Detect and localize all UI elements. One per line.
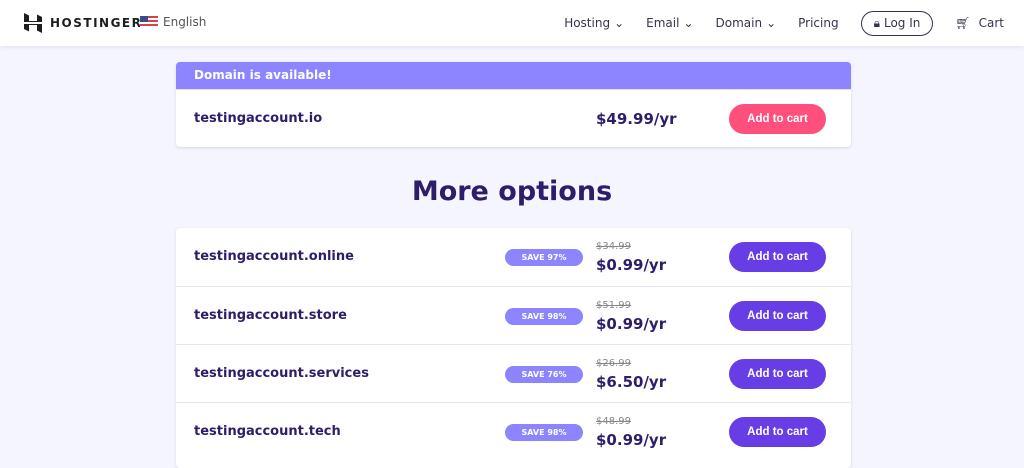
nav-label: Hosting: [564, 16, 611, 30]
save-badge: SAVE 76%: [505, 366, 583, 383]
chevron-down-icon: ⌄: [766, 16, 777, 30]
more-options-title: More options: [411, 176, 613, 207]
chevron-down-icon: ⌄: [614, 16, 625, 30]
domain-price: $0.99/yr: [596, 431, 667, 449]
chevron-down-icon: ⌄: [683, 16, 694, 30]
us-flag-icon: [140, 16, 158, 28]
available-domain-card: Domain is available! testingaccount.io $…: [176, 62, 851, 147]
add-to-cart-button[interactable]: Add to cart: [729, 242, 826, 272]
add-to-cart-button[interactable]: Add to cart: [729, 359, 826, 389]
save-badge: SAVE 98%: [505, 308, 583, 325]
old-price: $26.99: [596, 358, 631, 369]
language-selector[interactable]: English: [140, 15, 206, 29]
cart-icon: 🛒︎: [955, 16, 971, 30]
hostinger-logo[interactable]: HOSTINGER: [24, 13, 142, 33]
nav-label: Pricing: [798, 16, 839, 30]
nav-label: Email: [646, 16, 680, 30]
more-options-list: testingaccount.online SAVE 97% $34.99 $0…: [176, 228, 851, 468]
list-item: testingaccount.tech SAVE 98% $48.99 $0.9…: [176, 402, 851, 460]
domain-name: testingaccount.io: [194, 111, 323, 126]
domain-price: $6.50/yr: [596, 373, 667, 391]
old-price: $51.99: [596, 300, 631, 311]
nav-label: Domain: [715, 16, 763, 30]
domain-name: testingaccount.tech: [194, 424, 341, 439]
brand-name: HOSTINGER: [50, 16, 143, 30]
lock-icon: 🔒︎: [873, 15, 880, 30]
language-label: English: [163, 15, 207, 29]
add-to-cart-button[interactable]: Add to cart: [729, 104, 826, 134]
save-badge: SAVE 98%: [505, 424, 583, 441]
cart-button[interactable]: 🛒︎ Cart: [955, 16, 1004, 30]
nav-domain[interactable]: Domain ⌄: [716, 16, 777, 30]
domain-name: testingaccount.online: [194, 249, 354, 264]
add-to-cart-button[interactable]: Add to cart: [729, 301, 826, 331]
nav-email[interactable]: Email ⌄: [646, 16, 693, 30]
availability-banner: Domain is available!: [176, 62, 851, 89]
hostinger-logo-icon: [24, 13, 42, 33]
cart-label: Cart: [978, 16, 1004, 30]
nav-hosting[interactable]: Hosting ⌄: [564, 16, 624, 30]
old-price: $34.99: [596, 241, 631, 252]
nav-pricing[interactable]: Pricing: [798, 16, 838, 30]
top-header: HOSTINGER English Hosting ⌄ Email ⌄ Domain…: [0, 0, 1024, 46]
main-nav: Hosting ⌄ Email ⌄ Domain ⌄ Pricing 🔒︎ Log In…: [542, 0, 1004, 46]
add-to-cart-button[interactable]: Add to cart: [729, 417, 826, 447]
list-item: testingaccount.services SAVE 76% $26.99 …: [176, 344, 851, 402]
domain-price: $0.99/yr: [596, 256, 667, 274]
old-price: $48.99: [596, 416, 631, 427]
domain-price: $0.99/yr: [596, 315, 667, 333]
login-button[interactable]: 🔒︎ Log In: [860, 10, 934, 36]
available-domain-row: testingaccount.io $49.99/yr Add to cart: [176, 89, 851, 147]
save-badge: SAVE 97%: [505, 249, 583, 266]
list-item: testingaccount.store SAVE 98% $51.99 $0.…: [176, 286, 851, 344]
domain-name: testingaccount.store: [194, 308, 347, 323]
login-label: Log In: [883, 16, 921, 30]
domain-name: testingaccount.services: [194, 366, 369, 381]
domain-price: $49.99/yr: [596, 110, 677, 128]
list-item: testingaccount.online SAVE 97% $34.99 $0…: [176, 228, 851, 286]
